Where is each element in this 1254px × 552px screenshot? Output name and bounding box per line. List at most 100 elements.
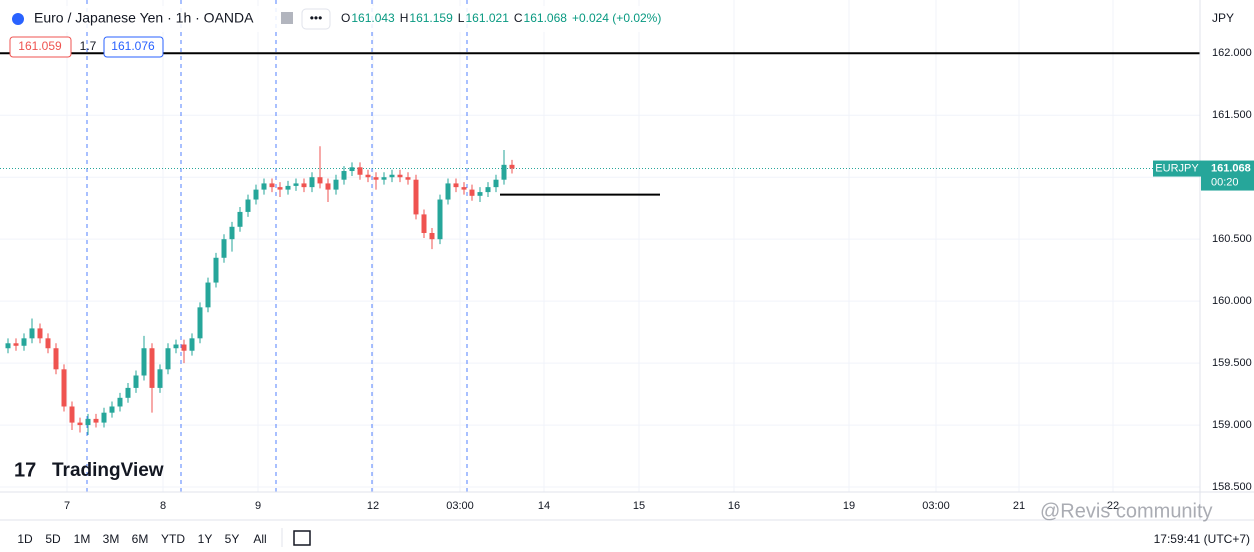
candle-body — [253, 189, 259, 200]
logo-text: TradingView — [52, 460, 164, 481]
x-tick-label: 7 — [64, 500, 70, 512]
range-button[interactable]: 1M — [74, 532, 91, 546]
candle-body — [133, 375, 139, 388]
ohlc-legend: O 161.043 H 161.159 L 161.021 C 161.068 +0.024 (… — [341, 11, 661, 25]
candle-body — [61, 369, 67, 407]
candle-body — [205, 282, 211, 308]
x-tick-label: 03:00 — [922, 500, 950, 512]
candle-body — [85, 418, 91, 426]
candle-body — [317, 177, 323, 184]
y-tick-label: 160.000 — [1212, 295, 1252, 307]
candle-body — [141, 348, 147, 376]
candle-body — [237, 211, 243, 227]
candle-body — [341, 171, 347, 180]
clock: 17:59:41 (UTC+7) — [1154, 532, 1250, 546]
logo-mark: 17 — [14, 459, 36, 481]
candle-body — [173, 344, 179, 349]
candle-body — [21, 338, 27, 346]
candle-body — [165, 348, 171, 370]
candle-body — [149, 348, 155, 388]
candle-body — [477, 192, 483, 196]
candle-body — [277, 187, 283, 190]
candle-body — [69, 406, 75, 423]
buy-price: 161.076 — [111, 39, 155, 53]
price-tag-value: 161.068 — [1211, 162, 1251, 174]
range-button[interactable]: 5D — [45, 532, 61, 546]
candle-body — [469, 189, 475, 196]
symbol-tag-bg — [1153, 160, 1201, 177]
candle-body — [189, 338, 195, 351]
candle-body — [397, 174, 403, 178]
sell-price: 161.059 — [18, 39, 62, 53]
ohlc-value: 161.021 — [465, 11, 509, 25]
ohlc-key: H — [400, 11, 409, 25]
range-button[interactable]: YTD — [161, 532, 185, 546]
candle-body — [13, 343, 19, 346]
range-button[interactable]: 1Y — [198, 532, 213, 546]
candle-body — [373, 177, 379, 180]
range-button[interactable]: 1D — [17, 532, 33, 546]
price-tag-countdown: 00:20 — [1211, 176, 1239, 188]
buy-box[interactable] — [103, 36, 164, 58]
candle-body — [229, 226, 235, 240]
candle-body — [309, 177, 315, 188]
x-tick-label: 15 — [633, 500, 645, 512]
candle-body — [45, 338, 51, 349]
watermark: @Revis community — [1040, 500, 1213, 522]
ohlc-key: L — [458, 11, 465, 25]
sell-box[interactable] — [9, 36, 72, 58]
candle-body — [445, 183, 451, 200]
more-button[interactable] — [301, 8, 331, 30]
range-button[interactable]: 6M — [132, 532, 149, 546]
candle-body — [389, 174, 395, 178]
candle-body — [37, 328, 43, 339]
candle-body — [357, 167, 363, 175]
candle-body — [181, 344, 187, 351]
candle-body — [429, 232, 435, 240]
candle-body — [197, 307, 203, 339]
candle-body — [117, 397, 123, 407]
spread: 1.7 — [80, 39, 97, 53]
candle-body — [493, 179, 499, 188]
y-tick-label: 161.500 — [1212, 109, 1252, 121]
candle-body — [381, 177, 387, 180]
candle-body — [405, 177, 411, 180]
range-button[interactable]: All — [253, 532, 266, 546]
range-button[interactable]: 3M — [103, 532, 120, 546]
candle-body — [485, 187, 491, 193]
symbol-tag: EURJPY — [1155, 162, 1199, 174]
candle-body — [77, 422, 83, 426]
symbol-icon — [12, 13, 24, 25]
ohlc-value: 161.043 — [351, 11, 395, 25]
flag-icon[interactable] — [281, 12, 293, 24]
x-tick-label: 8 — [160, 500, 166, 512]
candle-body — [269, 183, 275, 188]
candle-body — [349, 167, 355, 172]
candle-body — [509, 164, 515, 169]
x-tick-label: 9 — [255, 500, 261, 512]
y-tick-label: 162.000 — [1212, 47, 1252, 59]
candle-body — [461, 187, 467, 190]
candle-body — [437, 199, 443, 240]
candle-body — [5, 343, 11, 349]
range-button[interactable]: 5Y — [225, 532, 240, 546]
candle-body — [301, 183, 307, 188]
symbol-title: Euro / Japanese Yen · 1h · OANDA — [34, 10, 254, 26]
candle-body — [501, 164, 507, 180]
y-tick-label: 159.500 — [1212, 357, 1252, 369]
calendar-icon[interactable] — [293, 530, 311, 546]
currency[interactable]: JPY — [1212, 11, 1234, 25]
candle-body — [245, 199, 251, 212]
ohlc-change: +0.024 (+0.02%) — [572, 11, 661, 25]
candle-body — [221, 239, 227, 258]
y-tick-label: 158.500 — [1212, 481, 1252, 493]
ohlc-value: 161.159 — [409, 11, 453, 25]
candle-body — [93, 418, 99, 423]
candle-body — [101, 412, 107, 423]
x-tick-label: 19 — [843, 500, 855, 512]
header-bg — [0, 6, 680, 32]
candle-body — [157, 369, 163, 388]
candle-body — [285, 185, 291, 190]
